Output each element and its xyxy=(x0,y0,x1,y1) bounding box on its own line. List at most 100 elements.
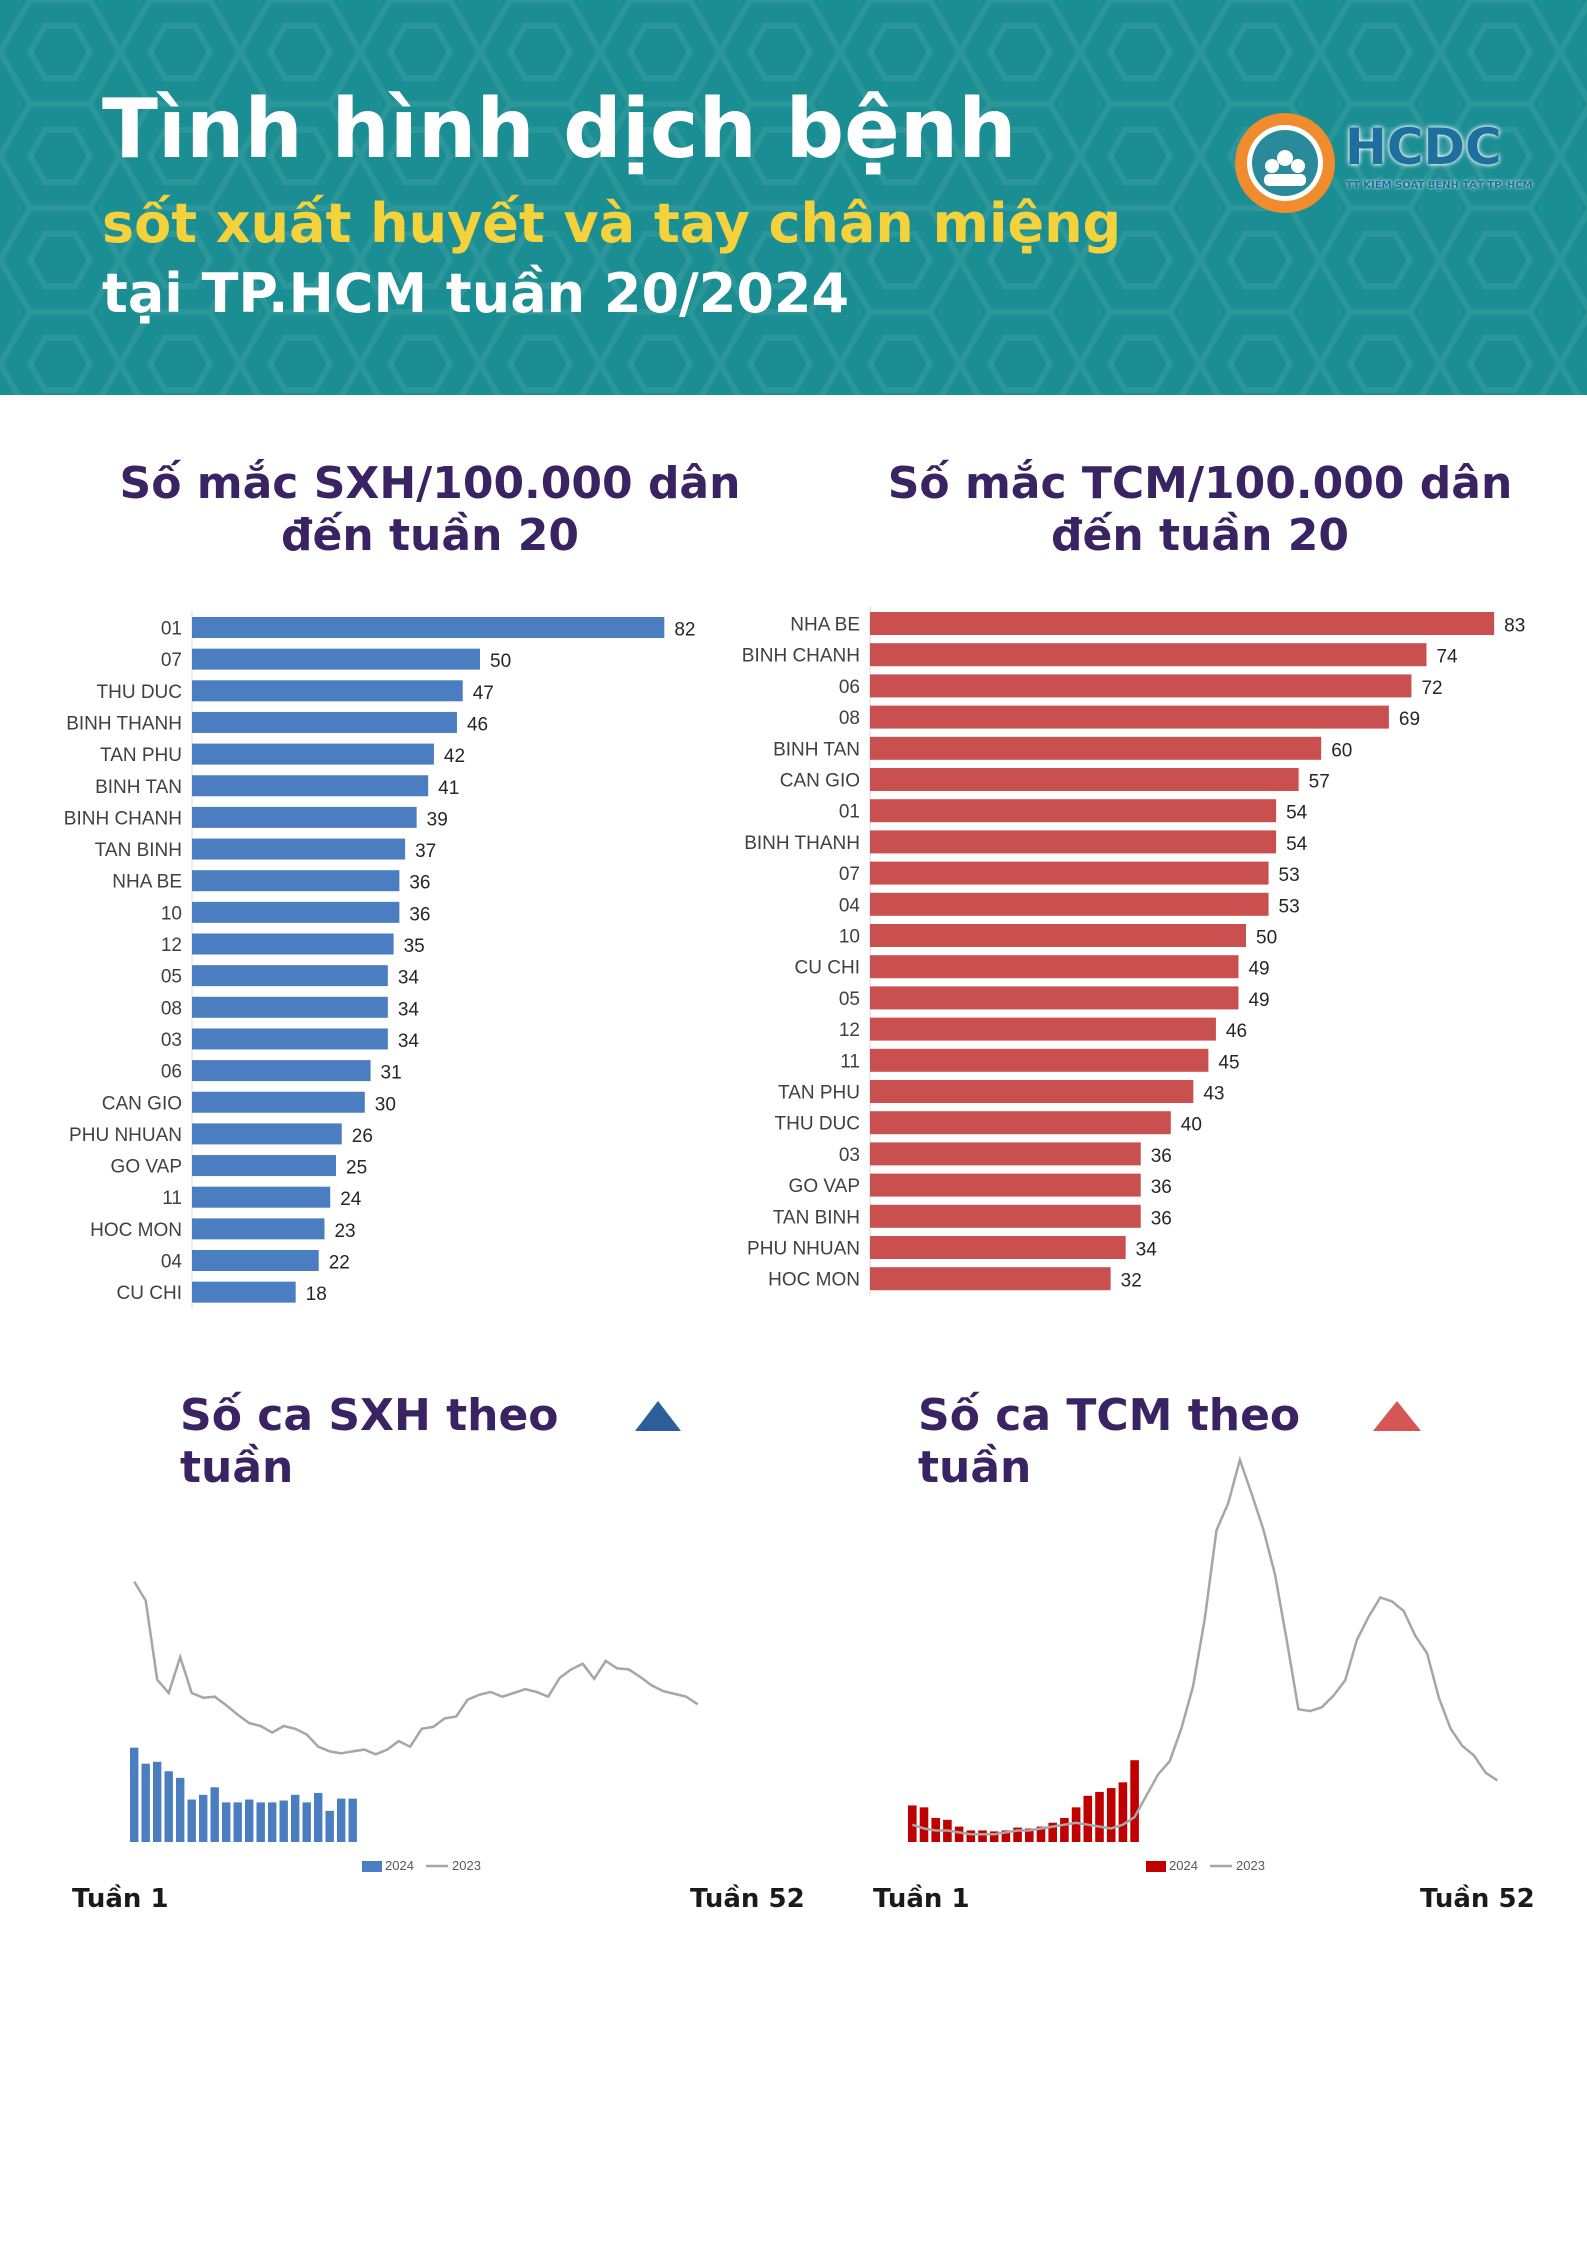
tcm-rate-value-label: 53 xyxy=(1279,896,1300,917)
tcm-rate-value-label: 32 xyxy=(1121,1271,1142,1292)
tcm-weekly-legend-label-2023: 2023 xyxy=(1236,1858,1265,1873)
sxh-rate-category-label: 05 xyxy=(161,967,182,988)
sxh-weekly-bar-2024 xyxy=(176,1777,185,1842)
sxh-rate-value-label: 47 xyxy=(473,683,494,704)
tcm-weekly-title: Số ca TCM theo tuần xyxy=(918,1390,1301,1493)
sxh-weekly-legend-label-2023: 2023 xyxy=(452,1858,481,1873)
tcm-rate-bar xyxy=(870,830,1277,854)
sxh-rate-value-label: 23 xyxy=(334,1221,355,1242)
sxh-rate-category-label: CU CHI xyxy=(117,1283,182,1304)
sxh-rate-category-label: PHU NHUAN xyxy=(69,1125,182,1146)
tcm-rate-bar xyxy=(870,643,1427,667)
tcm-rate-value-label: 45 xyxy=(1218,1052,1239,1073)
sxh-weekly-bar-2024 xyxy=(337,1798,346,1842)
sxh-rate-category-label: TAN PHU xyxy=(100,745,182,766)
tcm-weekly-bar-2024 xyxy=(1130,1760,1139,1842)
sxh-rate-category-label: CAN GIO xyxy=(102,1093,182,1114)
sxh-rate-bar xyxy=(192,680,463,702)
tcm-weekly-legend-label-2024: 2024 xyxy=(1169,1858,1198,1873)
tcm-rate-category-label: GO VAP xyxy=(789,1176,860,1197)
tcm-rate-bar xyxy=(870,1080,1194,1103)
sxh-rate-value-label: 18 xyxy=(306,1284,327,1305)
sxh-week-end-label: Tuần 52 xyxy=(690,1884,805,1914)
tcm-rate-title: Số mắc TCM/100.000 dân đến tuần 20 xyxy=(830,458,1570,562)
tcm-weekly-bar-2024 xyxy=(1118,1782,1128,1842)
sxh-rate-value-label: 34 xyxy=(398,999,420,1020)
tcm-rate-value-label: 83 xyxy=(1504,616,1525,637)
logo-text: HCDC xyxy=(1345,118,1502,176)
sxh-rate-bar xyxy=(192,1091,365,1113)
sxh-week-start-label: Tuần 1 xyxy=(72,1884,169,1914)
page-subtitle-location: tại TP.HCM tuần 20/2024 xyxy=(102,262,850,325)
tcm-rate-bar xyxy=(870,736,1322,760)
sxh-rate-value-label: 37 xyxy=(415,841,436,862)
sxh-weekly-bar-2024 xyxy=(279,1800,288,1842)
tcm-weekly-bar-2024 xyxy=(1025,1828,1034,1842)
logo-subtext: TT KIỂM SOÁT BỆNH TẬT TP. HCM xyxy=(1346,180,1533,191)
tcm-rate-category-label: 04 xyxy=(839,895,861,916)
tcm-rate-bar xyxy=(870,1048,1209,1072)
tcm-rate-value-label: 43 xyxy=(1203,1084,1224,1105)
tcm-weekly-legend-swatch-2024 xyxy=(1146,1861,1166,1872)
sxh-weekly-line-2023 xyxy=(133,1580,699,1756)
sxh-rate-bar xyxy=(192,1060,371,1082)
page-title: Tình hình dịch bệnh xyxy=(102,82,1017,177)
sxh-rate-bar xyxy=(192,838,406,860)
sxh-rate-bar xyxy=(192,933,394,955)
tcm-rate-category-label: BINH CHANH xyxy=(742,646,860,667)
sxh-rate-category-label: 10 xyxy=(161,903,182,924)
tcm-rate-bar xyxy=(870,612,1495,635)
sxh-rate-bar xyxy=(192,711,457,733)
sxh-weekly-bar-2024 xyxy=(256,1802,265,1842)
tcm-rate-category-label: TAN PHU xyxy=(778,1083,860,1104)
tcm-rate-title-line2: đến tuần 20 xyxy=(1051,510,1349,561)
sxh-rate-value-label: 31 xyxy=(381,1063,402,1084)
tcm-rate-category-label: 11 xyxy=(840,1051,860,1072)
tcm-rate-bar xyxy=(870,892,1269,916)
tcm-rate-bar xyxy=(870,1017,1216,1041)
sxh-weekly-bar-2024 xyxy=(141,1763,150,1842)
sxh-weekly-legend-label-2024: 2024 xyxy=(385,1858,414,1873)
sxh-rate-category-label: 06 xyxy=(161,1062,182,1083)
sxh-rate-bar xyxy=(192,870,400,892)
tcm-rate-value-label: 40 xyxy=(1181,1115,1202,1136)
hcdc-logo-emblem xyxy=(1235,113,1335,213)
sxh-weekly-bar-2024 xyxy=(199,1794,208,1842)
tcm-rate-category-label: 03 xyxy=(839,1145,860,1166)
tcm-rate-value-label: 49 xyxy=(1248,990,1269,1011)
sxh-rate-value-label: 36 xyxy=(409,904,430,925)
tcm-rate-category-label: BINH TAN xyxy=(773,739,860,760)
header-banner: Tình hình dịch bệnh sốt xuất huyết và ta… xyxy=(0,0,1587,395)
sxh-rate-value-label: 30 xyxy=(375,1094,396,1115)
sxh-rate-category-label: BINH THANH xyxy=(66,713,182,734)
tcm-rate-bar xyxy=(870,924,1246,947)
tcm-rate-value-label: 49 xyxy=(1248,959,1269,980)
sxh-rate-bar xyxy=(192,806,417,828)
sxh-rate-category-label: BINH TAN xyxy=(95,777,182,798)
sxh-rate-title: Số mắc SXH/100.000 dân đến tuần 20 xyxy=(60,458,800,562)
page-subtitle: sốt xuất huyết và tay chân miệng xyxy=(102,192,1122,255)
sxh-rate-category-label: THU DUC xyxy=(97,682,183,703)
tcm-rate-category-label: THU DUC xyxy=(775,1114,861,1135)
tcm-rate-value-label: 57 xyxy=(1309,772,1330,793)
tcm-weekly-bar-2024 xyxy=(908,1805,917,1842)
tcm-rate-value-label: 60 xyxy=(1331,740,1352,761)
sxh-rate-bar xyxy=(192,1250,319,1271)
tcm-rate-value-label: 36 xyxy=(1151,1146,1172,1167)
sxh-weekly-title: Số ca SXH theo tuần xyxy=(180,1390,559,1493)
sxh-rate-category-label: NHA BE xyxy=(112,872,182,893)
sxh-weekly-bar-2024 xyxy=(233,1802,242,1842)
tcm-rate-value-label: 46 xyxy=(1226,1021,1247,1042)
tcm-rate-bar xyxy=(870,1267,1111,1291)
tcm-rate-value-label: 69 xyxy=(1399,709,1420,730)
tcm-rate-bar xyxy=(870,1142,1141,1166)
tcm-rate-value-label: 54 xyxy=(1286,834,1308,855)
tcm-trend-up-icon xyxy=(1373,1401,1421,1431)
tcm-rate-bar xyxy=(870,955,1239,979)
sxh-weekly-bar-2024 xyxy=(291,1794,300,1842)
sxh-rate-bar xyxy=(192,617,665,638)
sxh-weekly-bar-2024 xyxy=(130,1747,139,1842)
tcm-rate-value-label: 74 xyxy=(1436,647,1458,668)
tcm-rate-bar xyxy=(870,1111,1171,1135)
